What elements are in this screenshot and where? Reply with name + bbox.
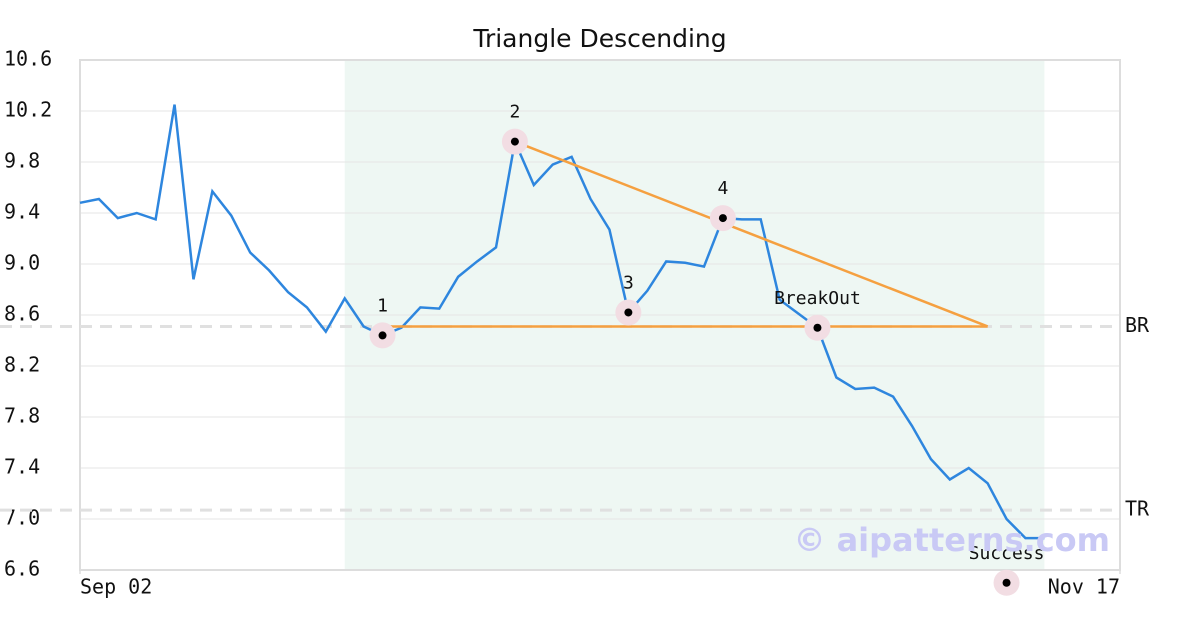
pattern-line: [514, 140, 989, 328]
y-tick-label: 8.2: [4, 353, 40, 377]
pattern-point: [718, 214, 727, 223]
y-tick-label: 7.8: [4, 404, 40, 428]
pattern-point: [378, 331, 387, 340]
y-tick-label: 8.6: [4, 302, 40, 326]
pattern-point-label: Success: [969, 543, 1045, 564]
y-tick-label: 7.4: [4, 455, 40, 479]
level-label: BR: [1125, 313, 1150, 337]
y-tick-label: 9.8: [4, 149, 40, 173]
x-tick-label: Sep 02: [80, 575, 152, 599]
pattern-point-label: BreakOut: [774, 288, 861, 309]
pattern-point: [624, 308, 633, 317]
y-tick-label: 6.6: [4, 557, 40, 581]
level-label: TR: [1125, 497, 1150, 521]
pattern-point: [813, 323, 822, 332]
y-tick-label: 9.4: [4, 200, 40, 224]
pattern-point: [1002, 578, 1011, 587]
chart-title: Triangle Descending: [472, 24, 726, 53]
pattern-point: [510, 137, 519, 146]
x-tick-label: Nov 17: [1048, 575, 1120, 599]
pattern-point-label: 1: [377, 295, 388, 316]
y-tick-label: 9.0: [4, 251, 40, 275]
pattern-point-label: 4: [717, 178, 728, 199]
pattern-point-label: 2: [509, 102, 520, 123]
y-tick-label: 10.6: [4, 47, 52, 71]
pattern-point-label: 3: [623, 272, 634, 293]
watermark: © aipatterns.com: [793, 521, 1110, 559]
plot-frame: [79, 59, 1121, 571]
y-tick-label: 10.2: [4, 98, 52, 122]
